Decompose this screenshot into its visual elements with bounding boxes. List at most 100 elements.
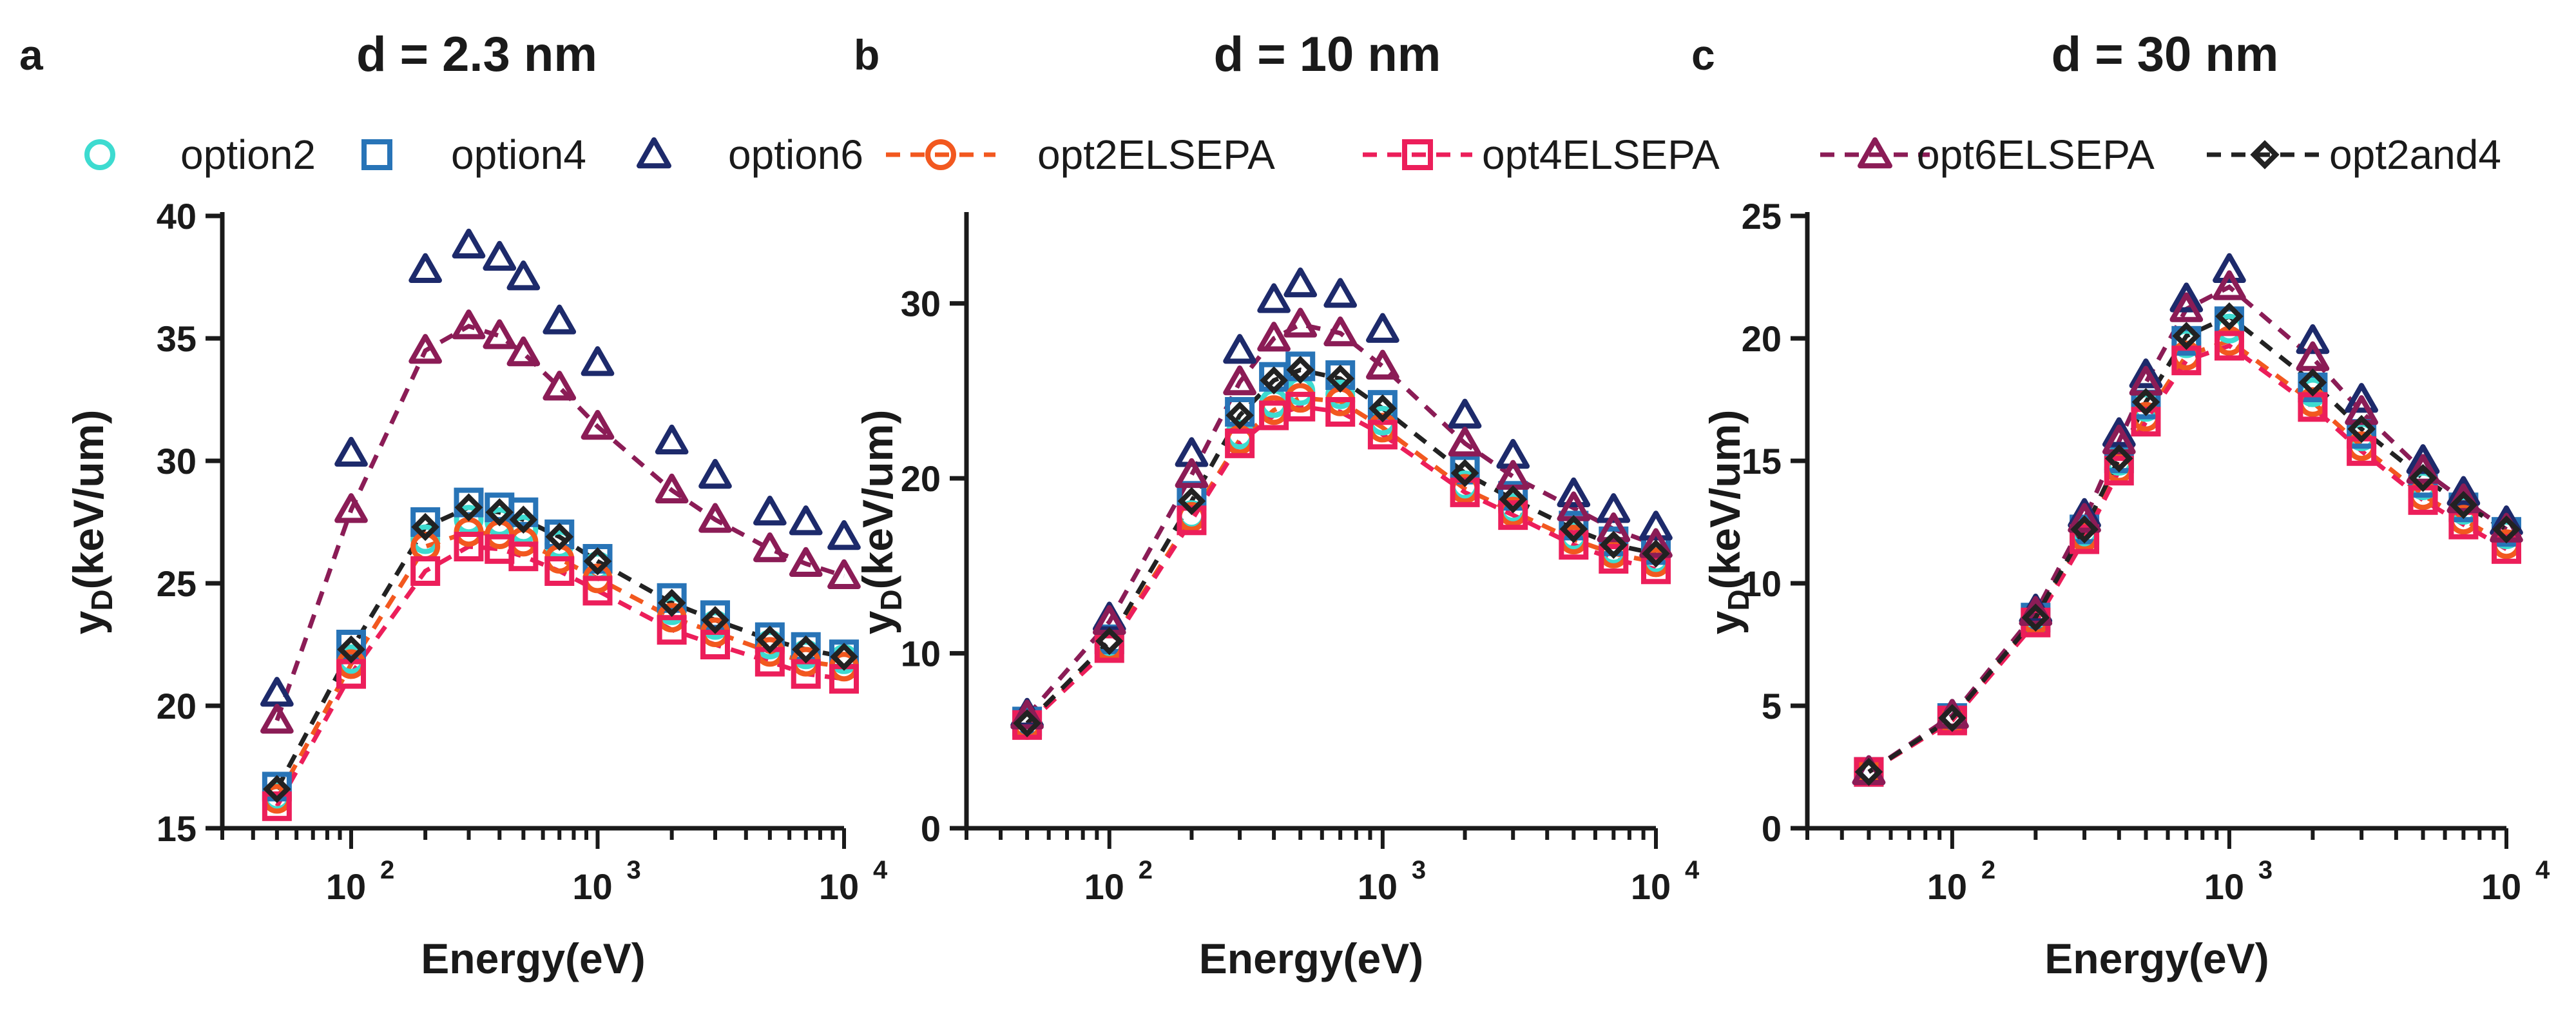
data-point-option6 [2296,324,2330,354]
data-point-option6 [483,240,517,271]
y-tick-label: 30 [157,441,197,481]
data-point-opt6ELSEPA [1597,512,1631,543]
data-point-option6 [1639,510,1673,541]
data-point-opt6ELSEPA [2345,395,2378,425]
data-point-opt2and4 [2070,515,2099,544]
x-tick-label: 10 [2481,866,2521,907]
legend-marker-opt2ELSEPA [925,139,956,170]
panel-title-a: d = 2.3 nm [356,27,597,82]
y-tick-label: 30 [901,284,941,324]
data-point-opt2and4 [756,625,784,654]
data-point-opt2and4 [2449,490,2478,520]
series-line-opt6ELSEPA [1025,322,1657,718]
data-point-option6 [2345,383,2378,413]
x-tick-exponent: 4 [2535,856,2550,884]
data-point-opt2and4 [583,547,612,576]
data-point-opt6ELSEPA [698,503,732,533]
data-point-option6 [2406,444,2440,474]
data-point-opt4ELSEPA [1094,633,1124,663]
data-point-option6 [260,677,294,707]
data-point-opt6ELSEPA [789,547,823,577]
data-point-option6 [655,424,689,454]
data-point-option6 [452,228,486,258]
data-point-opt4ELSEPA [2070,524,2100,554]
data-point-opt2and4 [2104,444,2133,473]
legend-item-option4: option4 [361,131,586,178]
data-point-option6 [753,495,787,526]
y-axis-label: yD(keV/um) [854,410,908,635]
x-tick-label: 10 [819,866,859,907]
x-axis-label: Energy(eV) [2044,935,2269,982]
data-point-opt2and4 [454,493,483,522]
data-point-opt6ELSEPA [2102,424,2136,454]
x-tick-label: 10 [2204,866,2244,907]
panel-b: 0 10 20 30 10 2 10 3 10 4 Energy(eV) yD(keV/um) [854,212,1700,982]
y-tick-label: 35 [157,318,197,359]
legend-item-opt2ELSEPA: opt2ELSEPA [886,131,1275,178]
panel-a: 15 20 25 30 35 40 10 2 10 3 10 4 Energy(eV) yD(keV/um… [64,196,888,982]
y-tick-label: 10 [1742,563,1782,604]
data-point-option6 [1223,334,1256,364]
data-point-opt2and4 [2215,302,2244,331]
data-point-opt6ELSEPA [260,703,294,734]
x-tick-label: 10 [1358,866,1398,907]
data-point-opt6ELSEPA [1448,427,1482,457]
y-axis-label: yD(keV/um) [1701,410,1755,635]
series-opt4ELSEPA [1012,391,1671,740]
x-tick-label: 10 [1084,866,1124,907]
data-point-opt2and4 [2131,387,2160,416]
series-opt2and4 [1854,302,2521,786]
x-axis-label: Energy(eV) [421,935,645,982]
data-point-opt2and4 [1642,539,1670,568]
panel-letter-a: a [19,31,44,79]
data-point-opt4ELSEPA [544,556,575,586]
legend-item-option2: option2 [84,131,316,178]
panel-title-b: d = 10 nm [1214,27,1441,82]
data-point-opt2and4 [2172,322,2201,351]
y-tick-label: 5 [1762,686,1782,726]
data-point-opt6ELSEPA [2169,292,2204,322]
data-point-opt4ELSEPA [582,576,613,606]
data-point-opt2and4 [2021,603,2050,632]
panel-title-c: d = 30 nm [2052,27,2279,82]
series-line-opt2and4 [1867,313,2508,774]
data-point-option6 [543,304,577,335]
legend-label-option6: option6 [728,131,863,178]
x-tick-exponent: 4 [1685,856,1700,884]
series-opt2ELSEPA [1012,383,1671,740]
legend-marker-option2 [84,139,115,170]
x-axis-label: Energy(eV) [1199,935,1423,982]
data-point-opt2and4 [2408,463,2437,492]
data-point-opt2and4 [701,606,729,634]
data-point-opt4ELSEPA [657,615,687,645]
series-line-opt6ELSEPA [274,324,845,721]
y-tick-label: 10 [901,634,941,674]
y-tick-label: 15 [157,808,197,849]
data-point-option6 [1283,267,1318,298]
data-point-opt2and4 [1599,530,1628,559]
legend: option2 option4 option6 opt2ELSEPA opt4ELSEP… [84,131,2501,178]
data-point-opt6ELSEPA [409,334,442,364]
data-point-opt2and4 [263,775,291,804]
legend-marker-opt2and4 [2250,140,2280,170]
legend-item-opt6ELSEPA: opt6ELSEPA [1820,131,2155,178]
y-tick-label: 40 [157,196,197,237]
data-point-opt2and4 [1177,487,1206,516]
data-point-option6 [1448,398,1482,429]
data-point-opt6ELSEPA [1323,316,1358,347]
data-point-opt6ELSEPA [1223,365,1256,396]
panel-c: 0 5 10 15 20 25 10 2 10 3 10 4 Energy(eV) yD(keV/um) [1701,196,2550,982]
data-point-opt6ELSEPA [1366,349,1399,380]
data-point-opt6ELSEPA [506,336,541,367]
data-point-opt2and4 [485,498,514,527]
data-point-opt6ELSEPA [581,409,615,440]
data-point-opt2and4 [1286,356,1315,384]
data-point-opt2and4 [791,635,820,664]
y-axis-label: yD(keV/um) [64,410,119,635]
series-opt6ELSEPA [260,309,861,734]
data-point-opt4ELSEPA [1599,544,1629,574]
series-line-opt2ELSEPA [1025,395,1657,727]
data-point-opt2and4 [2492,515,2521,544]
data-point-opt6ELSEPA [452,309,486,340]
